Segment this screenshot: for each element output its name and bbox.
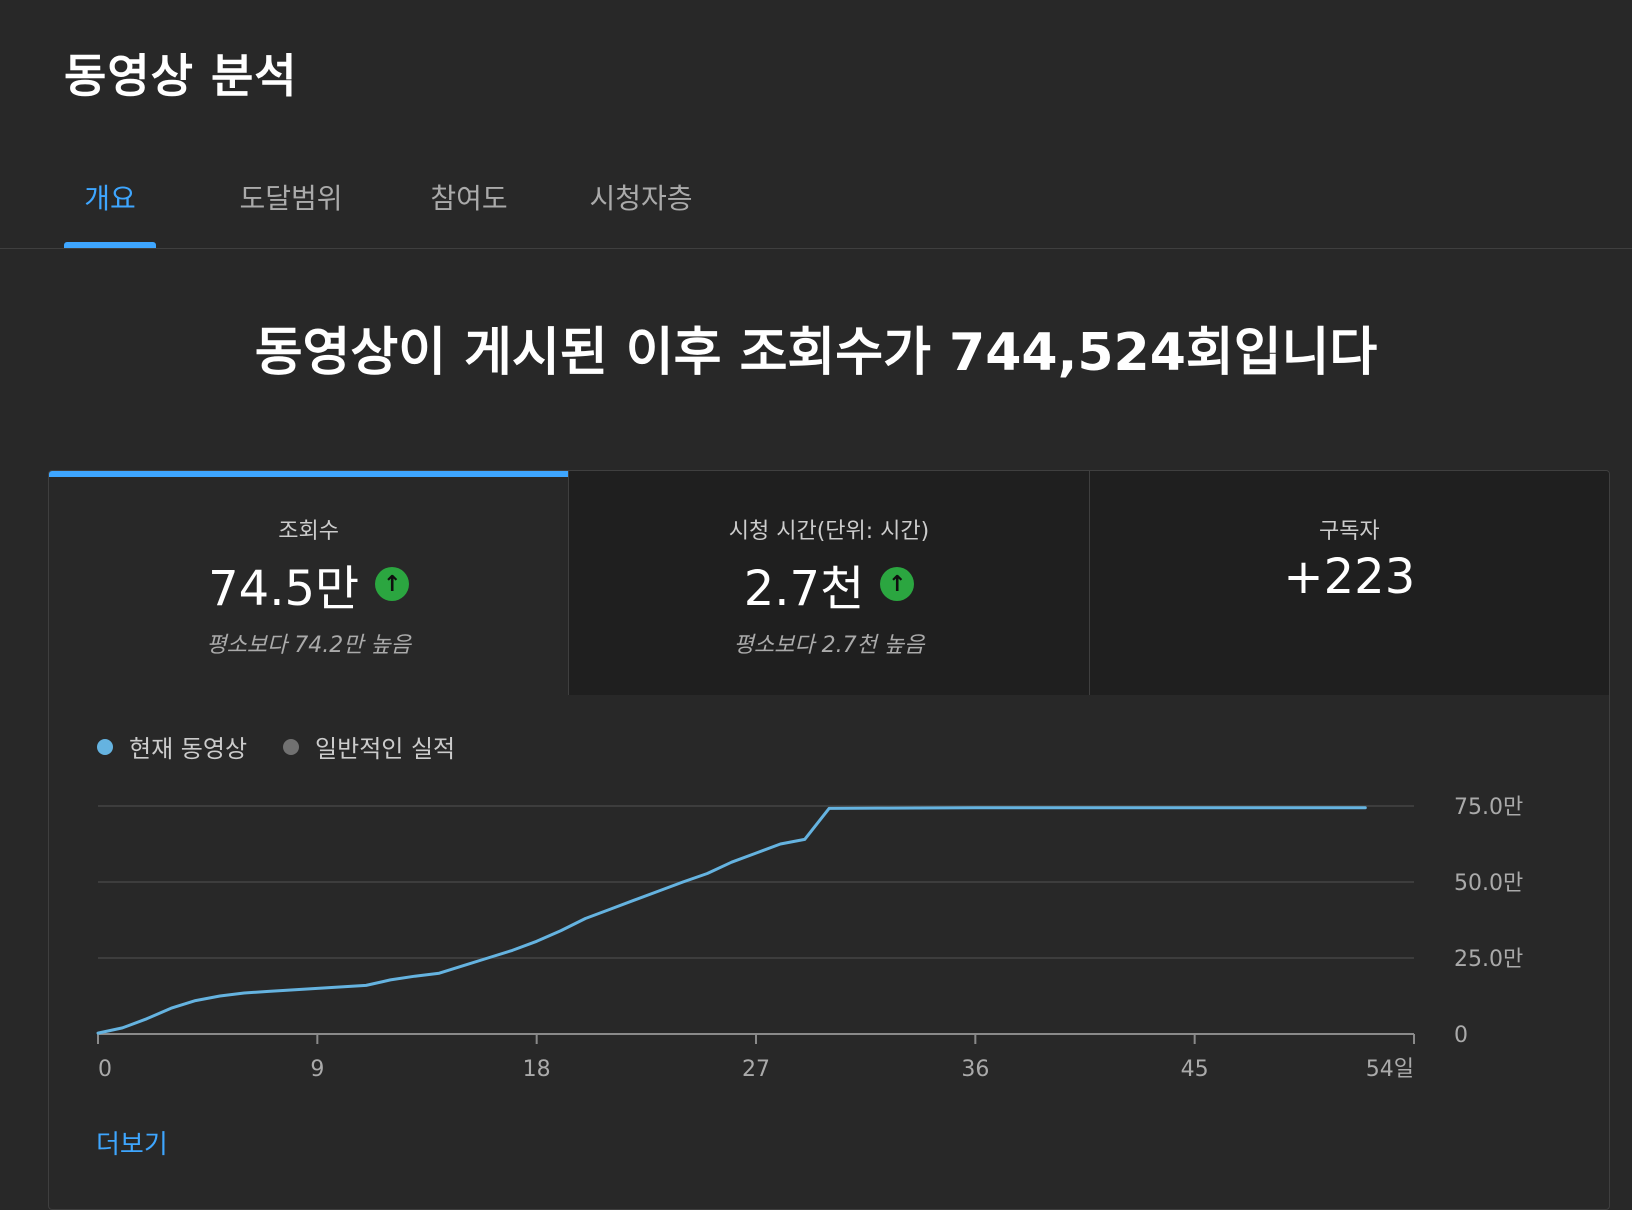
metric-tabs: 조회수 74.5만 ↑ 평소보다 74.2만 높음 시청 시간(단위: 시간) … bbox=[49, 471, 1609, 695]
tab-engagement[interactable]: 참여도 bbox=[430, 182, 508, 215]
metric-label: 시청 시간(단위: 시간) bbox=[728, 519, 930, 544]
metric-compare: 평소보다 2.7천 높음 bbox=[733, 633, 925, 658]
metric-views[interactable]: 조회수 74.5만 ↑ 평소보다 74.2만 높음 bbox=[49, 471, 569, 695]
analytics-card: 조회수 74.5만 ↑ 평소보다 74.2만 높음 시청 시간(단위: 시간) … bbox=[48, 470, 1610, 1210]
legend-dot-current bbox=[97, 738, 113, 755]
tab-divider bbox=[0, 248, 1632, 249]
series-line-current bbox=[96, 806, 1367, 1035]
legend-label: 일반적인 실적 bbox=[315, 735, 456, 763]
x-tick-label: 45 bbox=[1181, 1057, 1209, 1082]
tab-audience[interactable]: 시청자층 bbox=[589, 182, 693, 215]
metric-label: 조회수 bbox=[278, 519, 340, 544]
trend-up-icon: ↑ bbox=[375, 567, 410, 601]
metric-compare: 평소보다 74.2만 높음 bbox=[206, 633, 411, 658]
page-title: 동영상 분석 bbox=[64, 49, 298, 103]
metric-watch-time[interactable]: 시청 시간(단위: 시간) 2.7천 ↑ 평소보다 2.7천 높음 bbox=[568, 471, 1089, 695]
metric-value-row: +223 bbox=[1090, 549, 1609, 605]
metric-value: 74.5만 bbox=[208, 561, 360, 617]
views-headline: 동영상이 게시된 이후 조회수가 744,524회입니다 bbox=[254, 323, 1378, 383]
y-tick-label: 50.0만 bbox=[1454, 871, 1523, 896]
metric-subscribers[interactable]: 구독자 +223 bbox=[1088, 471, 1609, 695]
y-tick-label: 25.0만 bbox=[1454, 947, 1523, 972]
more-link[interactable]: 더보기 bbox=[96, 1130, 168, 1160]
legend-label: 현재 동영상 bbox=[129, 735, 248, 763]
x-tick-label: 27 bbox=[742, 1057, 770, 1082]
metric-value: 2.7천 bbox=[743, 561, 865, 617]
metric-value: +223 bbox=[1283, 549, 1416, 605]
trend-up-icon: ↑ bbox=[880, 567, 915, 601]
legend-item-current[interactable]: 현재 동영상 bbox=[97, 729, 247, 764]
x-tick-label: 9 bbox=[310, 1057, 324, 1082]
tab-reach[interactable]: 도달범위 bbox=[239, 182, 343, 215]
chart-legend: 현재 동영상 일반적인 실적 bbox=[97, 729, 455, 764]
y-tick-label: 0 bbox=[1454, 1023, 1468, 1048]
metric-value-row: 2.7천 ↑ bbox=[569, 549, 1088, 619]
metric-value-row: 74.5만 ↑ bbox=[49, 549, 568, 619]
y-tick-label: 75.0만 bbox=[1454, 795, 1523, 820]
x-tick-label: 18 bbox=[523, 1057, 551, 1082]
legend-dot-typical bbox=[283, 738, 300, 755]
tab-bar: 개요 도달범위 참여도 시청자층 bbox=[64, 170, 706, 248]
x-tick-label: 0 bbox=[98, 1057, 112, 1082]
x-tick-label: 54일 bbox=[1366, 1057, 1414, 1082]
metric-label: 구독자 bbox=[1318, 519, 1380, 544]
x-tick-label: 36 bbox=[961, 1057, 989, 1082]
legend-item-typical[interactable]: 일반적인 실적 bbox=[283, 729, 455, 764]
tab-overview[interactable]: 개요 bbox=[64, 170, 156, 248]
